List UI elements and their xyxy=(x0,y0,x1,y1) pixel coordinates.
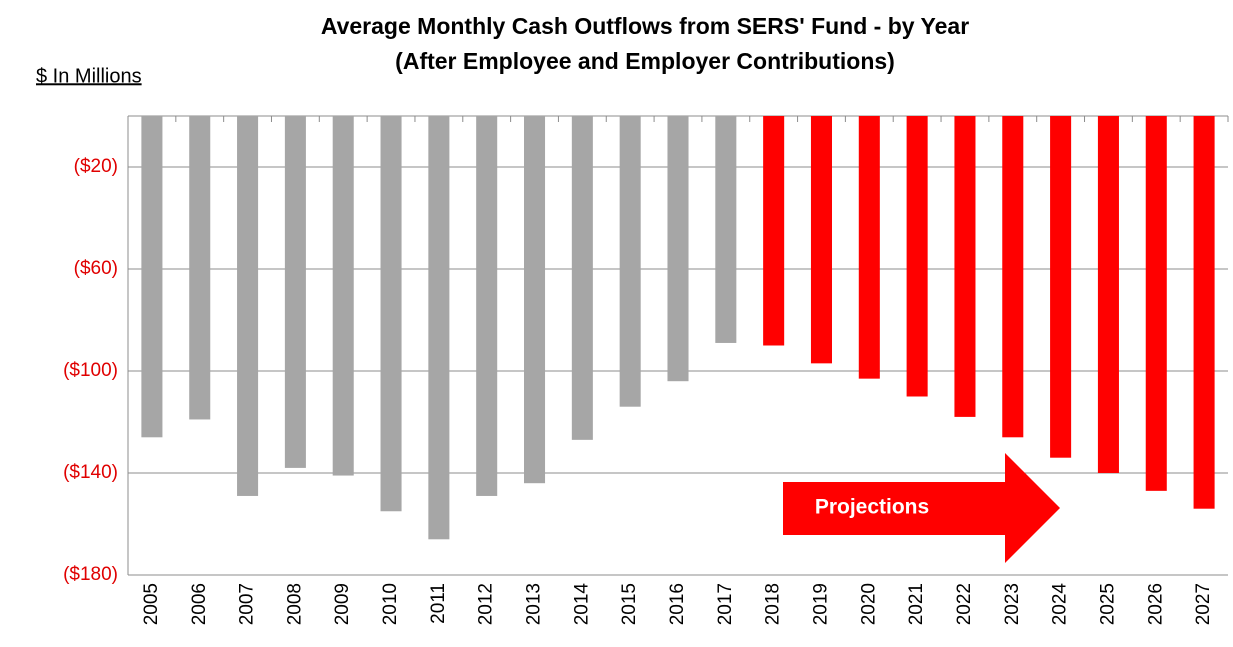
x-tick-label: 2008 xyxy=(284,583,305,625)
y-axis-label: $ In Millions xyxy=(36,65,142,87)
x-tick-label: 2016 xyxy=(667,583,688,625)
x-tick-label: 2019 xyxy=(810,583,831,625)
x-tick-label: 2011 xyxy=(428,583,449,624)
bar xyxy=(476,116,498,496)
x-tick-label: 2023 xyxy=(1002,583,1023,625)
bar xyxy=(763,116,785,346)
y-tick-label: ($180) xyxy=(63,564,118,585)
x-tick-label: 2017 xyxy=(715,583,736,625)
bar xyxy=(237,116,259,496)
y-tick-label: ($140) xyxy=(63,462,118,483)
x-tick-label: 2020 xyxy=(858,583,879,625)
x-tick-label: 2006 xyxy=(189,583,210,625)
bar xyxy=(954,116,976,417)
y-tick-label: ($100) xyxy=(63,360,118,381)
x-tick-label: 2027 xyxy=(1193,583,1214,625)
bar xyxy=(571,116,593,440)
bar xyxy=(428,116,450,540)
bar xyxy=(332,116,354,476)
bar xyxy=(906,116,928,397)
bar xyxy=(380,116,402,512)
bar xyxy=(1145,116,1167,491)
bar xyxy=(667,116,689,382)
y-tick-label: ($20) xyxy=(74,156,118,177)
bar xyxy=(619,116,641,407)
bar xyxy=(189,116,211,420)
bar xyxy=(141,116,163,438)
x-tick-label: 2015 xyxy=(619,583,640,625)
bar xyxy=(1002,116,1024,438)
x-tick-label: 2018 xyxy=(763,583,784,625)
x-tick-label: 2025 xyxy=(1097,583,1118,625)
x-tick-label: 2021 xyxy=(906,583,927,625)
plot-area: ($20) ($60) ($100) ($140) ($180) 2005 2006 2007… xyxy=(63,115,1229,626)
x-tick-label: 2013 xyxy=(524,583,545,625)
bar xyxy=(524,116,546,484)
bar xyxy=(284,116,306,468)
bar xyxy=(1097,116,1119,473)
x-tick-label: 2010 xyxy=(380,583,401,625)
x-tick-label: 2024 xyxy=(1050,583,1071,626)
x-tick-label: 2012 xyxy=(476,583,497,625)
x-tick-label: 2014 xyxy=(571,583,592,626)
projection-arrow xyxy=(783,453,1060,563)
bar xyxy=(810,116,832,364)
y-tick-label: ($60) xyxy=(74,258,118,279)
chart-subtitle: (After Employee and Employer Contributio… xyxy=(395,48,895,74)
x-tick-label: 2005 xyxy=(141,583,162,625)
x-tick-label: 2007 xyxy=(237,583,258,625)
x-tick-label: 2026 xyxy=(1145,583,1166,625)
chart-title: Average Monthly Cash Outflows from SERS'… xyxy=(321,13,969,39)
x-tick-label: 2022 xyxy=(954,583,975,625)
annotation: Projections xyxy=(815,496,929,519)
x-tick-label: 2009 xyxy=(332,583,353,625)
bar xyxy=(1193,116,1215,509)
bar xyxy=(715,116,737,343)
bar xyxy=(1050,116,1072,458)
bar xyxy=(858,116,880,379)
